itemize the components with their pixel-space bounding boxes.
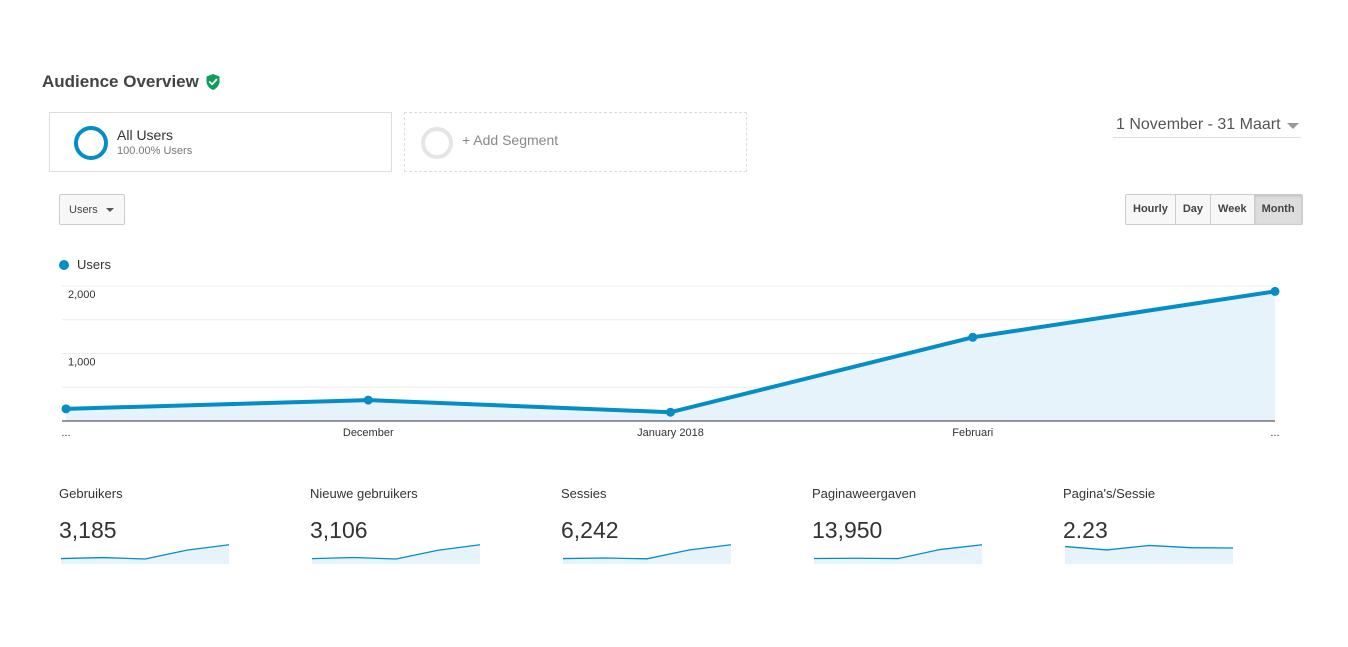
add-segment-label: + Add Segment: [462, 132, 559, 148]
kpi-label: Paginaweergaven: [812, 486, 917, 501]
sparkline-line: [1064, 544, 1234, 551]
granularity-toggle: Hourly Day Week Month: [1125, 194, 1303, 225]
caret-down-icon: [1287, 123, 1299, 129]
add-segment-button[interactable]: + Add Segment: [404, 112, 747, 172]
sparkline-line: [60, 544, 230, 560]
date-range-label: 1 November - 31 Maart: [1116, 116, 1281, 133]
kpi-value: 3,106: [310, 517, 368, 543]
sparkline-area: [61, 544, 229, 564]
kpi-nieuwe-gebruikers: Nieuwe gebruikers 3,106: [310, 486, 510, 564]
sparkline-line: [562, 544, 732, 560]
x-tick-label: ...: [61, 427, 70, 439]
y-tick-label: 2,000: [68, 289, 96, 301]
kpi-value: 3,185: [59, 517, 117, 543]
data-point[interactable]: [666, 407, 675, 417]
kpi-paginas-per-sessie: Pagina's/Sessie 2.23: [1063, 486, 1263, 564]
legend-dot-icon: [59, 259, 69, 270]
page-title: Audience Overview: [42, 72, 221, 92]
kpi-sparkline: [311, 544, 481, 564]
caret-down-icon: [106, 208, 114, 212]
kpi-paginaweergaven: Paginaweergaven 13,950: [812, 486, 1012, 564]
sparkline-area: [563, 544, 731, 564]
kpi-sparkline: [1064, 544, 1234, 564]
kpi-label: Pagina's/Sessie: [1063, 486, 1156, 501]
legend-label: Users: [77, 257, 111, 272]
page-title-text: Audience Overview: [42, 72, 199, 91]
kpi-sessies: Sessies 6,242: [561, 486, 761, 564]
sparkline-line: [311, 544, 481, 560]
data-point[interactable]: [61, 404, 71, 414]
area-fill: [66, 291, 1275, 421]
chart-legend: Users: [59, 257, 111, 272]
users-chart: 1,000 2,000... December January 2018 Februar…: [61, 285, 1280, 439]
segment-circle-icon: [74, 126, 108, 160]
x-tick-label: January 2018: [637, 427, 704, 439]
segment-name: All Users: [117, 127, 174, 143]
y-tick-label: 1,000: [68, 357, 96, 369]
x-tick-label: ...: [1270, 427, 1279, 439]
shield-check-icon: [205, 73, 221, 91]
kpi-label: Sessies: [561, 486, 607, 501]
data-point[interactable]: [1270, 286, 1280, 296]
granularity-week-button[interactable]: Week: [1210, 195, 1254, 224]
kpi-label: Nieuwe gebruikers: [310, 486, 418, 501]
granularity-hourly-button[interactable]: Hourly: [1126, 195, 1175, 224]
metric-selector-label: Users: [69, 204, 98, 216]
empty-segment-circle-icon: [421, 127, 453, 159]
granularity-day-button[interactable]: Day: [1174, 195, 1211, 224]
granularity-month-button[interactable]: Month: [1253, 195, 1302, 224]
sparkline-area: [312, 544, 480, 564]
kpi-value: 13,950: [812, 517, 883, 543]
kpi-gebruikers: Gebruikers 3,185: [59, 486, 259, 564]
data-point[interactable]: [968, 332, 978, 342]
kpi-sparkline: [562, 544, 732, 564]
segment-all-users[interactable]: All Users 100.00% Users: [49, 112, 392, 172]
kpi-value: 2.23: [1063, 517, 1108, 543]
kpi-sparkline: [60, 544, 230, 564]
kpi-label: Gebruikers: [59, 486, 123, 501]
data-point[interactable]: [363, 395, 373, 405]
segment-subtitle: 100.00% Users: [117, 145, 193, 157]
metric-selector[interactable]: Users: [59, 194, 125, 225]
x-tick-label: Februari: [952, 427, 993, 439]
kpi-value: 6,242: [561, 517, 619, 543]
x-tick-label: December: [343, 427, 394, 439]
kpi-sparkline: [813, 544, 983, 564]
sparkline-line: [813, 544, 983, 560]
date-range-picker[interactable]: 1 November - 31 Maart: [1113, 112, 1301, 138]
